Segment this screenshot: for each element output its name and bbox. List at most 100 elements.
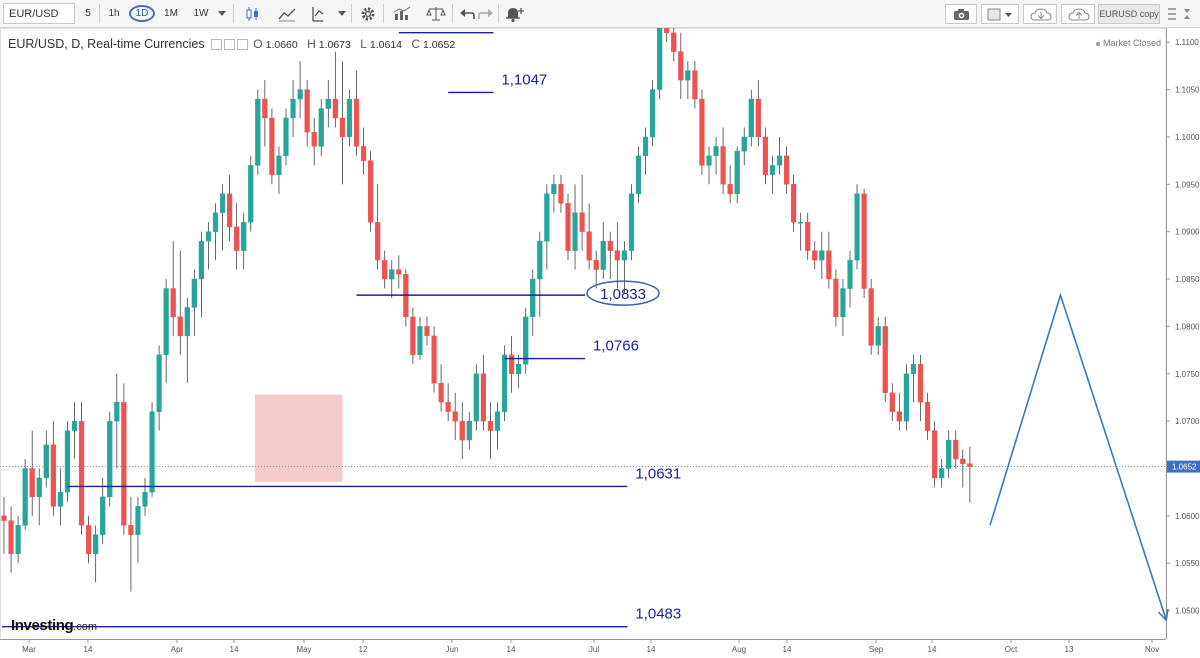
bullish-candle[interactable] — [156, 354, 162, 412]
bearish-candle[interactable] — [917, 364, 924, 403]
bearish-candle[interactable] — [234, 226, 240, 251]
bearish-candle[interactable] — [664, 28, 670, 33]
bullish-candle[interactable] — [657, 28, 663, 90]
bullish-candle[interactable] — [642, 136, 649, 157]
bullish-candle[interactable] — [163, 288, 169, 356]
theme-button[interactable] — [981, 4, 1019, 24]
bullish-candle[interactable] — [219, 193, 226, 213]
bullish-candle[interactable] — [107, 420, 113, 498]
bearish-candle[interactable] — [269, 117, 275, 176]
scales-icon[interactable] — [426, 6, 446, 22]
bearish-candle[interactable] — [375, 221, 381, 261]
bullish-candle[interactable] — [43, 444, 49, 479]
bearish-candle[interactable] — [960, 458, 966, 464]
bullish-candle[interactable] — [212, 212, 219, 232]
bearish-candle[interactable] — [607, 240, 613, 251]
bearish-candle[interactable] — [671, 32, 677, 52]
bearish-candle[interactable] — [1, 515, 7, 521]
bearish-candle[interactable] — [579, 212, 585, 232]
bullish-candle[interactable] — [572, 212, 578, 251]
bullish-candle[interactable] — [769, 165, 776, 176]
interval-1h-button[interactable]: 1h — [108, 8, 120, 19]
bullish-candle[interactable] — [946, 439, 952, 469]
bullish-candle[interactable] — [537, 240, 543, 280]
bullish-candle[interactable] — [346, 98, 353, 138]
bullish-candle[interactable] — [283, 117, 289, 157]
bullish-candle[interactable] — [840, 288, 846, 318]
bullish-candle[interactable] — [544, 193, 550, 242]
bearish-candle[interactable] — [262, 98, 268, 119]
bullish-candle[interactable] — [241, 221, 247, 251]
bullish-candle[interactable] — [255, 98, 261, 166]
bearish-candle[interactable] — [868, 288, 874, 346]
bullish-candle[interactable] — [248, 165, 254, 223]
bearish-candle[interactable] — [368, 160, 374, 223]
bearish-candle[interactable] — [424, 326, 430, 337]
bearish-candle[interactable] — [332, 98, 338, 119]
bullish-candle[interactable] — [600, 240, 606, 270]
bearish-candle[interactable] — [812, 250, 818, 261]
bearish-candle[interactable] — [382, 259, 388, 280]
bullish-candle[interactable] — [36, 477, 42, 498]
bullish-candle[interactable] — [198, 240, 205, 280]
bullish-candle[interactable] — [903, 373, 910, 422]
bearish-candle[interactable] — [459, 420, 465, 441]
bullish-candle[interactable] — [22, 468, 28, 526]
redo-icon[interactable] — [478, 7, 494, 21]
bearish-candle[interactable] — [720, 146, 726, 185]
bullish-candle[interactable] — [142, 491, 148, 507]
bullish-candle[interactable] — [389, 269, 395, 280]
bullish-candle[interactable] — [15, 525, 21, 554]
bearish-candle[interactable] — [755, 98, 761, 138]
load-cloud-button[interactable] — [1023, 4, 1057, 24]
bullish-candle[interactable] — [71, 420, 78, 431]
bearish-candle[interactable] — [128, 525, 134, 535]
bearish-candle[interactable] — [833, 278, 839, 318]
bearish-candle[interactable] — [445, 401, 451, 412]
bearish-candle[interactable] — [431, 335, 437, 384]
layout-name-field[interactable]: EURUSD copy — [1098, 4, 1160, 24]
bearish-candle[interactable] — [85, 525, 92, 554]
bullish-candle[interactable] — [100, 496, 106, 535]
bearish-candle[interactable] — [29, 468, 35, 498]
bullish-candle[interactable] — [466, 420, 472, 441]
bullish-candle[interactable] — [494, 411, 501, 431]
bearish-candle[interactable] — [438, 383, 444, 403]
bearish-candle[interactable] — [882, 326, 888, 393]
bearish-candle[interactable] — [396, 269, 402, 275]
bearish-candle[interactable] — [727, 184, 733, 194]
bearish-candle[interactable] — [339, 117, 346, 138]
bearish-candle[interactable] — [311, 132, 317, 147]
bearish-candle[interactable] — [593, 259, 599, 270]
bearish-candle[interactable] — [953, 439, 959, 460]
bearish-candle[interactable] — [889, 392, 895, 412]
price-chart[interactable]: 1.1100 1.1050 1.1000 1.0950 1.0900 1.0850 1.08… — [0, 28, 1200, 658]
bullish-candle[interactable] — [318, 108, 324, 147]
bearish-candle[interactable] — [8, 520, 14, 554]
alert-bell-icon[interactable] — [505, 5, 521, 23]
legend-settings-toggle[interactable] — [223, 39, 235, 51]
bullish-candle[interactable] — [910, 364, 917, 374]
bullish-candle[interactable] — [685, 70, 691, 81]
bearish-candle[interactable] — [480, 373, 487, 422]
bearish-candle[interactable] — [924, 401, 931, 431]
bearish-candle[interactable] — [699, 98, 705, 166]
bullish-candle[interactable] — [847, 259, 853, 289]
bullish-candle[interactable] — [854, 193, 860, 261]
bullish-candle[interactable] — [93, 534, 99, 554]
bearish-candle[interactable] — [932, 430, 938, 479]
bearish-candle[interactable] — [452, 411, 458, 422]
bullish-candle[interactable] — [713, 146, 719, 157]
bearish-candle[interactable] — [170, 288, 176, 318]
bullish-candle[interactable] — [706, 155, 712, 166]
bullish-candle[interactable] — [551, 184, 557, 194]
undo-icon[interactable] — [459, 7, 475, 21]
bullish-candle[interactable] — [64, 430, 71, 493]
bullish-candle[interactable] — [819, 250, 825, 261]
bearish-candle[interactable] — [614, 250, 620, 261]
bullish-candle[interactable] — [530, 278, 536, 318]
bullish-candle[interactable] — [325, 98, 331, 109]
bullish-candle[interactable] — [57, 491, 64, 507]
settings-gear-icon[interactable] — [360, 6, 376, 22]
bearish-candle[interactable] — [410, 316, 416, 356]
